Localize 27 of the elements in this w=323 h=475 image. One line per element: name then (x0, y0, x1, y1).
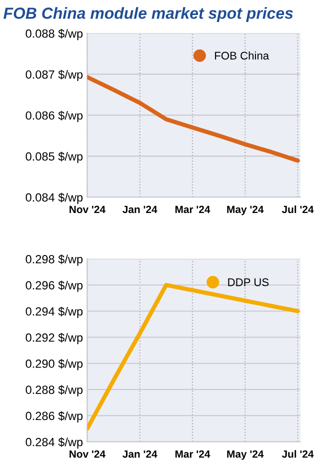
y-tick-label: 0.294 $/wp (26, 306, 83, 318)
y-tick-label: 0.288 $/wp (26, 385, 83, 396)
x-tick-label: Nov '24 (70, 206, 106, 214)
x-tick-label: Mar '24 (175, 450, 210, 458)
y-tick-label: 0.087 $/wp (26, 70, 83, 82)
y-tick-label: 0.086 $/wp (26, 110, 83, 122)
x-tick-label: Jul '24 (282, 205, 314, 214)
x-tick-label: Jul '24 (282, 450, 314, 458)
legend-label: FOB China (215, 51, 270, 60)
y-tick-label: 0.084 $/wp (26, 192, 83, 204)
x-tick-label: May '24 (227, 206, 264, 216)
y-tick-label: 0.286 $/wp (26, 411, 83, 422)
x-tick-label: Jan '24 (122, 206, 158, 214)
y-tick-label: 0.290 $/wp (26, 359, 83, 370)
y-tick-label: 0.298 $/wp (26, 254, 83, 266)
chart-title: FOB China module market spot prices (4, 7, 293, 22)
y-tick-label: 0.088 $/wp (26, 28, 83, 40)
x-tick-label: May '24 (227, 450, 264, 460)
legend-label: DDP US (228, 278, 269, 286)
line-series (87, 75, 300, 163)
x-tick-label: Nov '24 (70, 450, 106, 458)
x-tick-label: Mar '24 (175, 206, 210, 214)
x-tick-label: Jan '24 (122, 450, 158, 458)
y-tick-label: 0.292 $/wp (26, 332, 83, 344)
y-tick-label: 0.284 $/wp (26, 437, 83, 449)
y-tick-label: 0.085 $/wp (26, 152, 83, 163)
y-tick-label: 0.296 $/wp (26, 280, 83, 292)
